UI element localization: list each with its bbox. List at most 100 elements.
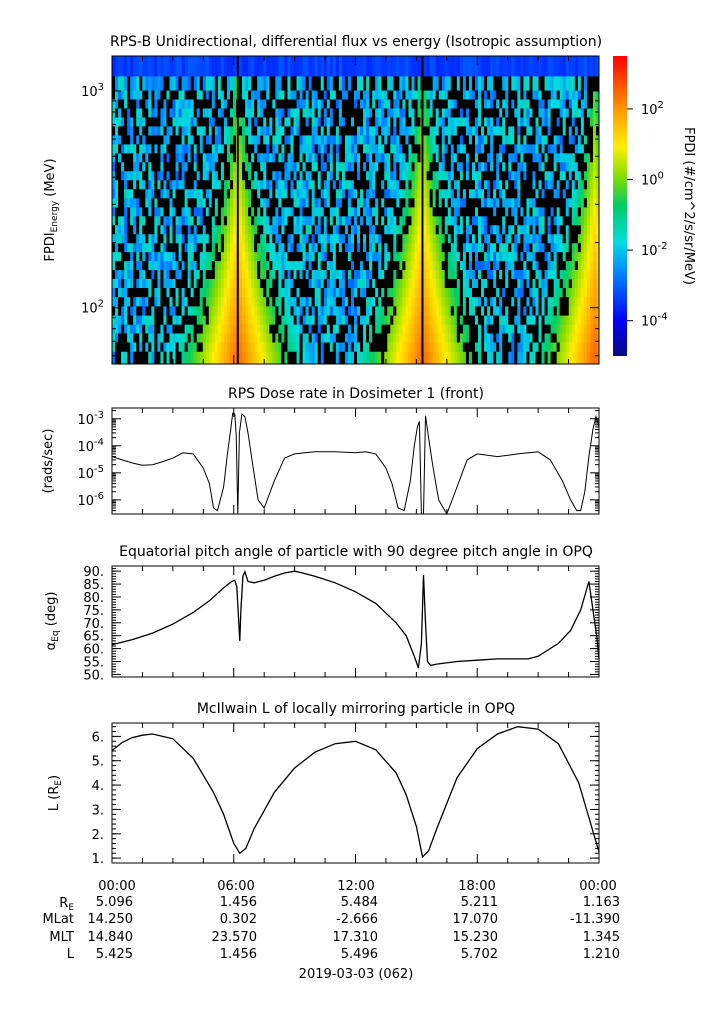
spectrogram-cell [311, 75, 316, 91]
spectrogram-cell [169, 206, 173, 217]
spectrogram-cell [163, 108, 167, 118]
spectrogram-cell [372, 287, 376, 298]
spectrogram-cell [329, 188, 334, 199]
spectrogram-cell [136, 206, 140, 217]
spectrogram-cell [239, 233, 243, 244]
spectrogram-cell [568, 126, 573, 136]
spectrogram-cell [148, 117, 152, 127]
spectrogram-cell [142, 342, 146, 352]
spectrogram-cell [299, 324, 303, 334]
spectrogram-cell [444, 324, 449, 334]
spectrogram-cell [426, 170, 431, 181]
spectrogram-cell [496, 126, 500, 136]
spectrogram-cell [187, 108, 192, 118]
spectrogram-cell [229, 99, 234, 109]
spectrogram-cell [586, 188, 591, 199]
spectrogram-cell [317, 197, 322, 208]
spectrogram-cell [544, 215, 548, 226]
spectrogram-cell [423, 197, 427, 208]
spectrogram-cell [208, 287, 213, 298]
spectrogram-cell [166, 143, 170, 154]
spectrogram-cell [226, 333, 231, 343]
spectrogram-cell [363, 324, 367, 334]
spectrogram-cell [257, 269, 261, 279]
spectrogram-cell [169, 108, 173, 118]
spectrogram-cell [505, 351, 509, 365]
spectrogram-cell [547, 278, 552, 288]
spectrogram-cell [577, 197, 582, 208]
spectrogram-cell [450, 117, 455, 127]
spectrogram-cell [538, 170, 542, 181]
spectrogram-cell [350, 287, 355, 298]
spectrogram-cell [239, 342, 243, 352]
spectrogram-cell [508, 108, 512, 118]
spectrogram-cell [281, 152, 285, 163]
spectrogram-cell [390, 342, 394, 352]
spectrogram-cell [408, 108, 412, 118]
spectrogram-cell [508, 215, 512, 226]
spectrogram-cell [465, 315, 470, 325]
spectrogram-cell [287, 342, 291, 352]
spectrogram-cell [360, 315, 364, 325]
spectrogram-cell [568, 215, 573, 226]
spectrogram-cell [139, 260, 143, 271]
spectrogram-cell [124, 324, 128, 334]
spectrogram-cell [208, 351, 213, 365]
spectrogram-cell [320, 305, 325, 316]
spectrogram-cell [118, 324, 122, 334]
spectrogram-cell [305, 188, 310, 199]
spectrogram-cell [393, 287, 397, 298]
spectrogram-cell [290, 324, 294, 334]
spectrogram-cell [514, 90, 518, 100]
spectrogram-cell [266, 251, 270, 262]
spectrogram-cell [493, 197, 497, 208]
spectrogram-cell [160, 278, 164, 288]
spectrogram-cell [220, 117, 225, 127]
spectrogram-cell [353, 206, 358, 217]
spectrogram-cell [269, 152, 273, 163]
spectrogram-cell [133, 188, 137, 199]
spectrogram-cell [372, 305, 376, 316]
spectrogram-cell [335, 287, 340, 298]
spectrogram-cell [275, 161, 279, 172]
spectrogram-cell [508, 143, 512, 154]
spectrogram-cell [535, 188, 539, 199]
spectrogram-cell [133, 75, 137, 91]
spectrogram-cell [523, 206, 527, 217]
spectrogram-cell [314, 342, 319, 352]
spectrogram-cell [438, 135, 443, 145]
spectrogram-cell [399, 215, 403, 226]
spectrogram-cell [257, 126, 261, 136]
spectrogram-cell [493, 333, 497, 343]
spectrogram-cell [511, 351, 515, 365]
spectrogram-cell [332, 75, 337, 91]
spectrogram-cell [499, 75, 503, 91]
spectrogram-cell [532, 161, 536, 172]
spectrogram-cell [344, 260, 349, 271]
spectrogram-cell [232, 179, 237, 190]
spectrogram-cell [217, 188, 222, 199]
spectrogram-cell [375, 260, 379, 271]
spectrogram-cell [456, 315, 461, 325]
spectrogram-cell [357, 224, 361, 235]
spectrogram-cell [178, 108, 182, 118]
spectrogram-cell [414, 342, 418, 352]
spectrogram-cell [245, 99, 249, 109]
spectrogram-cell [490, 143, 494, 154]
spectrogram-cell [118, 188, 122, 199]
spectrogram-cell [505, 305, 509, 316]
spectrogram-cell [269, 75, 273, 91]
spectrogram-cell [178, 324, 182, 334]
spectrogram-cell [239, 75, 243, 91]
spectrogram-cell [121, 287, 125, 298]
spectrogram-cell [121, 269, 125, 279]
spectrogram-cell [520, 342, 524, 352]
spectrogram-cell [323, 305, 328, 316]
spectrogram-cell [308, 126, 313, 136]
spectrogram-cell [145, 251, 149, 262]
spectrogram-cell [520, 305, 524, 316]
spectrogram-cell [154, 152, 158, 163]
spectrogram-cell [574, 315, 579, 325]
spectrogram-cell [287, 90, 291, 100]
spectrogram-cell [353, 233, 358, 244]
